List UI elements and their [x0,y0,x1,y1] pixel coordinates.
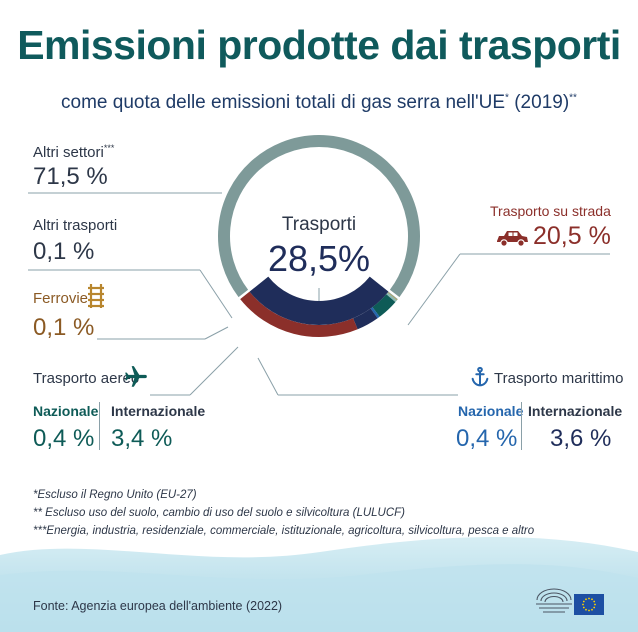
value-aereo-internazionale: 3,4 % [111,425,173,452]
label-altri-trasporti: Altri trasporti [33,217,118,234]
eu-star [593,606,596,609]
center-label: Trasporti [281,214,357,235]
label-aereo: Trasporto aereo [33,370,140,387]
value-marittimo-nazionale: 0,4 % [456,425,518,452]
leader-line-altri-trasporti-d [199,269,233,319]
leader-line-ferrovie-d [204,326,229,340]
eu-star [588,609,590,612]
leader-line-strada-d [407,253,461,326]
divider-marittimo [521,402,522,450]
value-ferrovie: 0,1 % [33,314,95,341]
eu-star [594,603,596,606]
eu-star [591,608,593,611]
label-altri-settori: Altri settori*** [33,143,115,161]
footnote-3: ***Energia, industria, residenziale, com… [33,525,535,537]
source-note: Fonte: Agenzia europea dell'ambiente (20… [33,599,283,613]
value-altri-trasporti: 0,1 % [33,238,95,265]
leader-lines [28,192,610,396]
label-marittimo-nazionale: Nazionale [458,403,524,419]
label-marittimo-internazionale: Internazionale [528,403,623,419]
donut-slice-trasporto-aereo-nazionale [386,292,398,303]
value-altri-settori: 71,5 % [33,163,108,190]
footnote-2: ** Escluso uso del suolo, cambio di uso … [33,507,406,519]
eu-star [582,600,585,603]
chart-title: Emissioni prodotte dai trasporti [17,22,621,68]
donut-slice-trasporto-marittimo-internazionale [352,308,378,330]
donut-slice-altri-settori [218,135,420,298]
eu-flag-icon [574,594,604,615]
label-strada: Trasporto su strada [490,203,611,219]
value-marittimo-internazionale: 3,6 % [550,425,612,452]
railway-icon [88,284,104,308]
leader-line-aereo-d [189,346,239,396]
european-parliament-logo [536,588,572,613]
eu-star [582,603,584,606]
eu-star [582,606,585,609]
label-aereo-internazionale: Internazionale [111,403,206,419]
value-strada: 20,5 % [533,222,611,250]
footnote-1: *Escluso il Regno Unito (EU-27) [33,489,197,501]
anchor-icon [471,366,489,387]
label-marittimo: Trasporto marittimo [494,370,624,387]
donut-slice-trasporto-su-strada [240,291,358,337]
eu-star [591,598,593,601]
center-value: 28,5% [267,238,371,279]
airplane-icon [125,366,147,387]
eu-star [585,608,587,611]
donut-inner-transport-band [249,276,389,325]
chart-subtitle: come quota delle emissioni totali di gas… [61,92,577,113]
eu-star [585,598,587,601]
donut-slice-trasporto-marittimo-nazionale [370,307,380,319]
value-aereo-nazionale: 0,4 % [33,425,95,452]
car-icon [497,231,528,247]
donut-slice-trasporto-aereo-internazionale [372,294,396,317]
label-ferrovie: Ferrovie [33,290,89,307]
divider-aereo [99,402,100,450]
leader-line-marittimo-d [257,357,279,396]
eu-star [588,597,590,600]
label-aereo-nazionale: Nazionale [33,403,99,419]
eu-star [593,600,596,603]
